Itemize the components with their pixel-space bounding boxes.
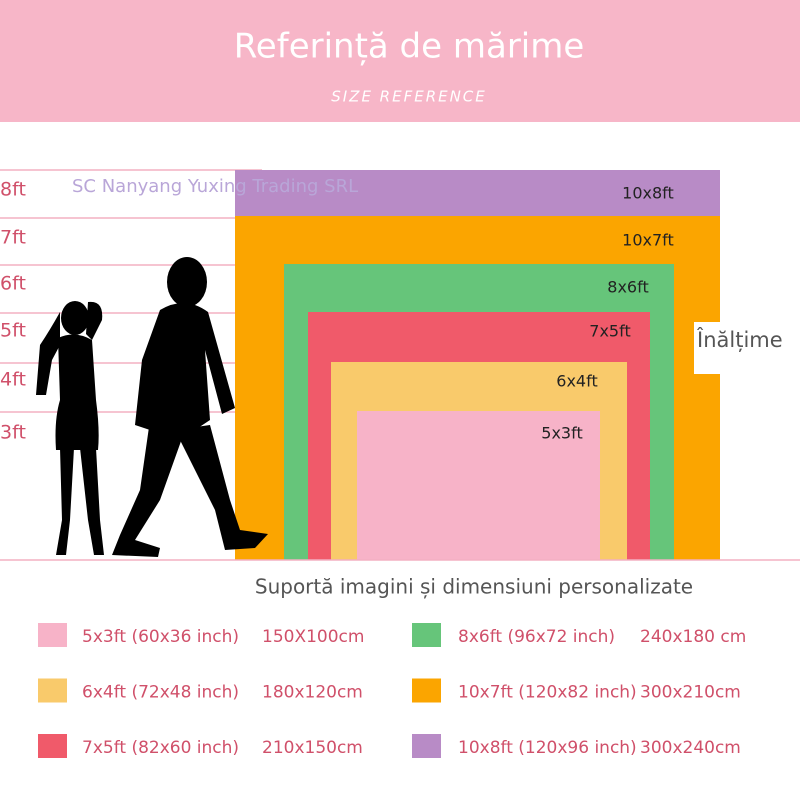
size-label: 8x6ft	[607, 278, 648, 297]
rectangles: 10x8ft 10x7ft 8x6ft 7x5ft 6x4ft 5x3ft	[235, 170, 720, 560]
title: Referință de mărime	[234, 27, 585, 67]
legend-cm: 150X100cm	[262, 627, 364, 647]
legend-label: 10x7ft (120x82 inch)	[458, 683, 637, 703]
legend-cm: 210x150cm	[262, 738, 363, 758]
legend-swatch	[38, 623, 67, 647]
size-rect	[357, 411, 600, 560]
man-silhouette	[112, 257, 268, 557]
side-label: Înălțime	[696, 327, 783, 352]
height-label: 6ft	[0, 273, 26, 295]
size-label: 5x3ft	[541, 424, 582, 443]
legend-label: 8x6ft (96x72 inch)	[458, 627, 615, 647]
legend-swatch	[412, 734, 441, 758]
legend: 5x3ft (60x36 inch) 150X100cm 8x6ft (96x72 …	[38, 623, 746, 758]
side-label-bg	[694, 322, 800, 374]
legend-label: 10x8ft (120x96 inch)	[458, 738, 637, 758]
legend-label: 5x3ft (60x36 inch)	[82, 627, 239, 647]
legend-cm: 240x180 cm	[640, 627, 746, 647]
legend-label: 6x4ft (72x48 inch)	[82, 683, 239, 703]
caption: Suportă imagini și dimensiuni personaliz…	[255, 575, 693, 599]
legend-cm: 300x210cm	[640, 683, 741, 703]
legend-swatch	[38, 734, 67, 758]
size-label: 6x4ft	[556, 372, 597, 391]
legend-swatch	[412, 623, 441, 647]
size-label: 10x7ft	[622, 231, 674, 250]
legend-cm: 300x240cm	[640, 738, 741, 758]
height-label: 8ft	[0, 179, 26, 201]
legend-swatch	[412, 678, 441, 703]
legend-swatch	[38, 678, 67, 703]
legend-cm: 180x120cm	[262, 683, 363, 703]
subtitle: SIZE REFERENCE	[331, 88, 487, 106]
size-rect	[235, 170, 720, 216]
height-label: 5ft	[0, 320, 26, 342]
size-label: 7x5ft	[589, 322, 630, 341]
legend-label: 7x5ft (82x60 inch)	[82, 738, 239, 758]
height-label: 4ft	[0, 369, 26, 391]
watermark: SC Nanyang Yuxing Trading SRL	[72, 176, 358, 197]
height-label: 7ft	[0, 227, 26, 249]
silhouettes	[36, 257, 268, 557]
height-label: 3ft	[0, 422, 26, 444]
woman-silhouette	[36, 301, 104, 555]
size-label: 10x8ft	[622, 184, 674, 203]
header-band	[0, 0, 800, 122]
